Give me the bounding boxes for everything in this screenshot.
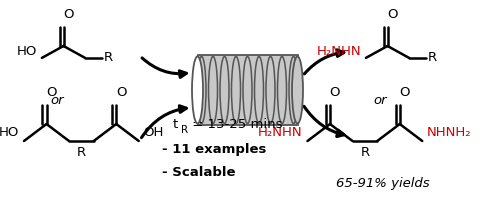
- Ellipse shape: [292, 56, 303, 124]
- Text: or: or: [50, 94, 64, 106]
- Text: O: O: [116, 86, 126, 99]
- Text: O: O: [387, 8, 398, 21]
- Text: HO: HO: [0, 126, 19, 139]
- Ellipse shape: [192, 56, 203, 124]
- Text: R: R: [77, 146, 86, 160]
- Text: - Scalable: - Scalable: [162, 166, 236, 178]
- Text: NHNH₂: NHNH₂: [427, 126, 472, 139]
- Text: O: O: [330, 86, 340, 99]
- Text: H₂NHN: H₂NHN: [258, 126, 302, 139]
- Text: or: or: [373, 94, 387, 106]
- Text: HO: HO: [16, 45, 37, 58]
- Text: H₂NHN: H₂NHN: [316, 45, 361, 58]
- Text: R: R: [180, 125, 188, 135]
- Text: t: t: [172, 117, 178, 130]
- Text: R: R: [428, 51, 437, 64]
- Text: O: O: [63, 8, 74, 21]
- Text: R: R: [360, 146, 370, 160]
- Text: OH: OH: [144, 126, 164, 139]
- Text: - 11 examples: - 11 examples: [162, 144, 267, 156]
- Text: O: O: [400, 86, 410, 99]
- Text: = 13-25 mins: = 13-25 mins: [188, 117, 282, 130]
- Text: R: R: [104, 51, 113, 64]
- Text: 65-91% yields: 65-91% yields: [336, 178, 430, 190]
- Bar: [198, 55, 298, 125]
- Text: O: O: [46, 86, 57, 99]
